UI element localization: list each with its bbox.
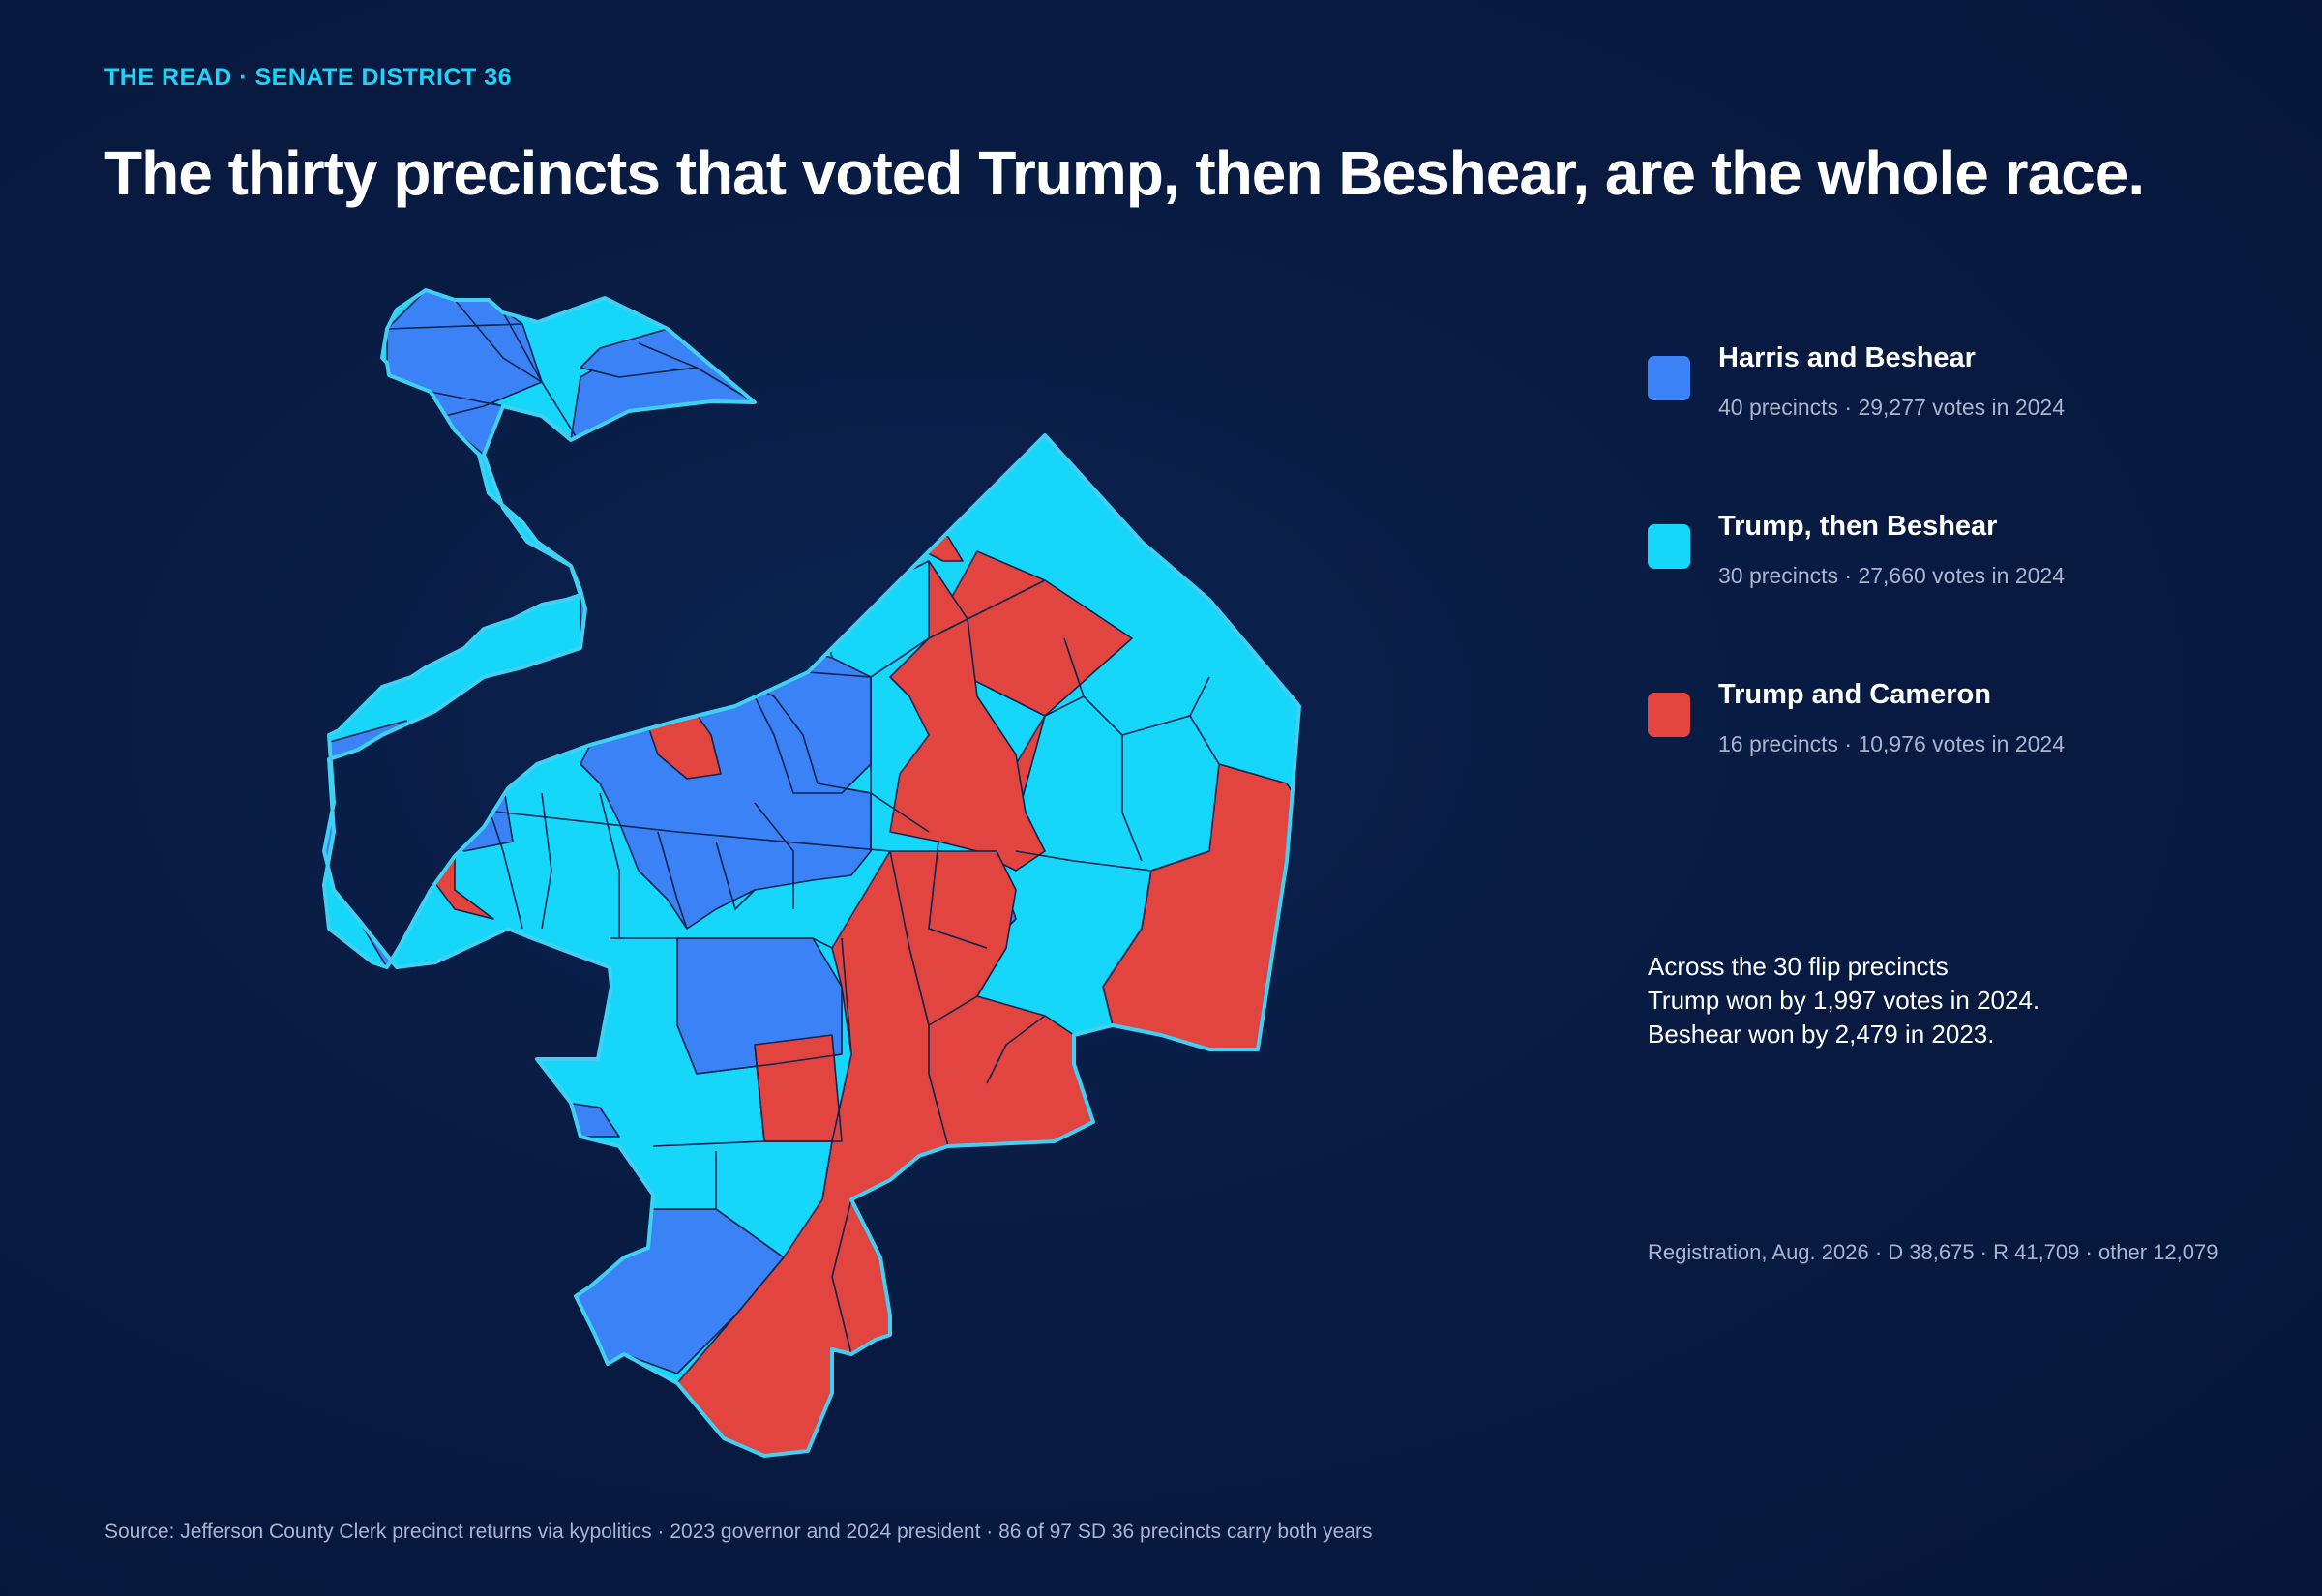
precinct-blue-west-inner xyxy=(425,763,514,852)
border-line xyxy=(629,1208,785,1258)
precinct-map-svg xyxy=(322,288,1301,1458)
border-line xyxy=(676,938,698,1075)
border-line xyxy=(1189,676,1210,717)
border-line xyxy=(628,579,640,678)
border-line xyxy=(652,1140,765,1147)
registration-stats: Registration, Aug. 2026 · D 38,675 · R 4… xyxy=(1648,1240,2218,1264)
headline: The thirty precincts that voted Trump, t… xyxy=(104,138,2145,208)
border-line xyxy=(889,850,930,1026)
precinct-red-north-wedge xyxy=(671,579,814,668)
border-line xyxy=(610,937,833,949)
border-line xyxy=(807,579,1046,678)
source-note: Source: Jefferson County Clerk precinct … xyxy=(104,1521,1373,1543)
precinct-red-south-west xyxy=(754,1034,843,1142)
border-line xyxy=(754,802,794,909)
border-line xyxy=(580,521,659,601)
legend-title-trump-cameron: Trump and Cameron xyxy=(1718,679,1991,710)
border-line xyxy=(618,541,678,688)
border-line xyxy=(715,841,756,911)
note-line: Across the 30 flip precincts xyxy=(1648,952,1949,981)
border-line xyxy=(599,792,620,938)
border-line xyxy=(696,1053,843,1075)
legend-subtitle-harris-beshear: 40 precincts · 29,277 votes in 2024 xyxy=(1718,395,2066,420)
legend-swatch-trump-cameron xyxy=(1648,693,1690,737)
border-line xyxy=(821,937,852,1200)
legend-swatch-trump-then-beshear xyxy=(1648,524,1690,569)
border-line xyxy=(831,1198,852,1355)
border-line xyxy=(1015,850,1210,872)
note-line: Beshear won by 2,479 in 2023. xyxy=(1648,1020,1995,1049)
border-line xyxy=(386,323,523,330)
border-line xyxy=(928,1025,949,1147)
legend-swatch-harris-beshear xyxy=(1648,356,1690,400)
precinct-regions xyxy=(324,290,1299,1456)
legend-title-harris-beshear: Harris and Beshear xyxy=(1718,342,1976,373)
legend-item-trump-then-beshear: Trump, then Beshear 30 precincts · 27,66… xyxy=(1648,507,2248,675)
legend-title-trump-then-beshear: Trump, then Beshear xyxy=(1718,511,1998,542)
flip-precincts-note: Across the 30 flip precincts Trump won b… xyxy=(1648,950,2039,1051)
border-line xyxy=(396,720,427,852)
kicker: THE READ · SENATE DISTRICT 36 xyxy=(104,64,513,91)
border-line xyxy=(812,570,833,659)
legend: Harris and Beshear 40 precincts · 29,277… xyxy=(1648,339,2248,843)
border-line xyxy=(541,792,552,930)
precinct-map xyxy=(290,281,1335,1480)
border-line xyxy=(1102,870,1152,1026)
border-line xyxy=(676,1256,785,1384)
border-line xyxy=(454,299,543,383)
border-line xyxy=(928,841,988,949)
border-line xyxy=(638,342,756,403)
border-line xyxy=(817,783,930,833)
border-line xyxy=(657,831,688,930)
legend-subtitle-trump-then-beshear: 30 precincts · 27,660 votes in 2024 xyxy=(1718,563,2066,588)
border-line xyxy=(1063,637,1085,697)
legend-item-trump-cameron: Trump and Cameron 16 precincts · 10,976 … xyxy=(1648,675,2248,843)
note-line: Trump won by 1,997 votes in 2024. xyxy=(1648,986,2040,1015)
border-line xyxy=(986,1015,1046,1084)
legend-item-harris-beshear: Harris and Beshear 40 precincts · 29,277… xyxy=(1648,339,2248,507)
precinct-blue-northeast-top xyxy=(763,439,852,572)
border-line xyxy=(928,947,1007,1026)
legend-subtitle-trump-cameron: 16 precincts · 10,976 votes in 2024 xyxy=(1718,731,2066,756)
